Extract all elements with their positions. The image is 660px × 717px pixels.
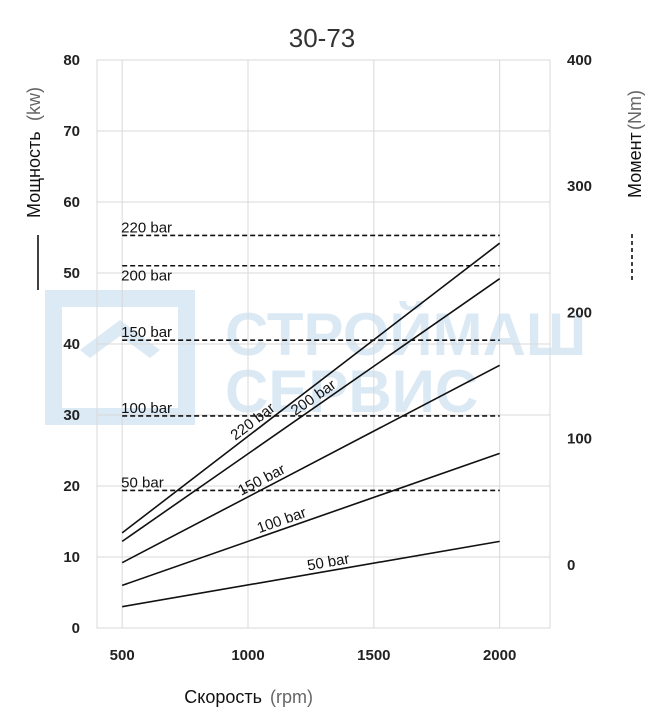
y-left-axis-label: Мощность [24,131,44,218]
x-axis-label: Скорость [184,687,262,707]
y-left-tick-label: 20 [63,478,80,495]
y-left-tick-label: 80 [63,52,80,69]
watermark-line2: СЕРВИС [225,358,478,425]
y-right-tick-label: 200 [567,304,592,321]
y-left-tick-label: 70 [63,123,80,140]
y-left-tick-label: 60 [63,194,80,211]
y-left-tick-label: 10 [63,549,80,566]
y-left-tick-label: 30 [63,407,80,424]
y-left-axis-title: Мощность (kw) [24,87,44,218]
torque-series-label: 200 bar [121,268,172,285]
x-tick-label: 500 [110,647,135,664]
power-line [121,242,501,534]
power-line [121,364,501,564]
y-right-tick-labels: 0 100 200 300 400 [567,52,592,574]
y-right-axis-title: Момент (Nm) [625,90,645,198]
torque-series-label: 100 bar [121,400,172,417]
y-right-axis-label: Момент [625,132,645,198]
y-left-tick-label: 40 [63,336,80,353]
power-line [121,452,500,587]
y-left-tick-label: 0 [72,620,80,637]
grid [97,59,550,629]
x-tick-label: 1000 [231,647,264,664]
watermark-line1: СТРОЙМАШ [225,301,586,368]
y-right-tick-label: 0 [567,557,575,574]
power-series-label: 50 bar [306,550,351,574]
watermark-logo: СТРОЙМАШ СЕРВИС [45,290,586,425]
power-series-label: 100 bar [255,504,309,537]
y-right-tick-label: 400 [567,52,592,69]
y-left-tick-labels: 0 10 20 30 40 50 60 70 80 [63,52,80,637]
y-right-axis-unit: (Nm) [625,90,645,130]
power-line [122,540,500,608]
torque-series-label: 150 bar [121,324,172,341]
watermark-house-icon [45,290,195,425]
plot-frame [96,59,551,629]
x-tick-labels: 500 1000 1500 2000 [110,647,517,664]
y-left-tick-label: 50 [63,265,80,282]
torque-series-label: 50 bar [121,474,164,491]
y-right-tick-label: 300 [567,178,592,195]
y-right-tick-label: 100 [567,431,592,448]
chart-title: 30-73 [289,23,356,53]
y-left-axis-unit: (kw) [24,87,44,121]
watermark-roof-icon [80,320,160,358]
torque-series: 50 bar 100 bar 150 bar 200 bar 220 bar [121,219,500,491]
power-line [121,278,501,543]
torque-series-label: 220 bar [121,219,172,236]
x-tick-label: 2000 [483,647,516,664]
x-axis-unit: (rpm) [270,687,313,707]
x-tick-label: 1500 [357,647,390,664]
